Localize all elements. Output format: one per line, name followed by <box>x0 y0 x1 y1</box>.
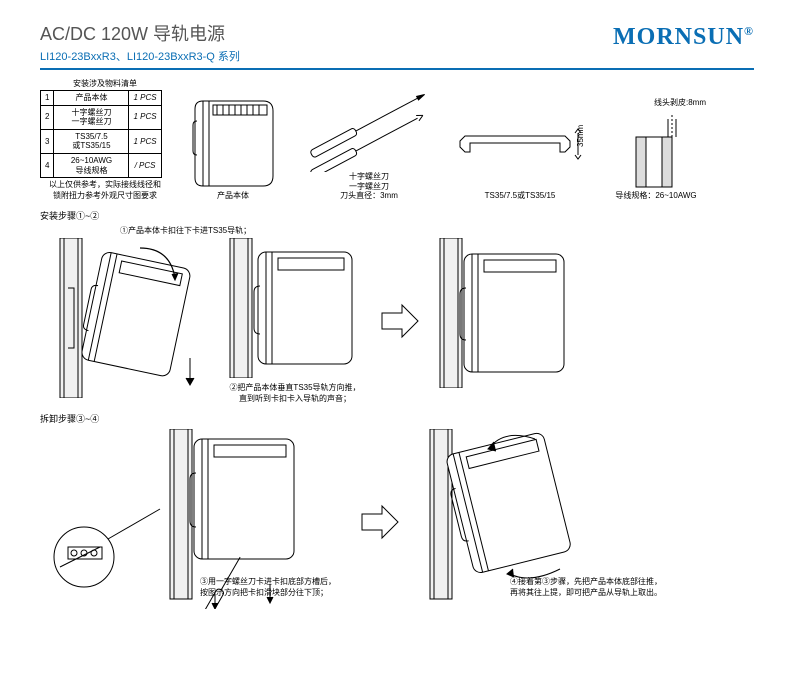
bom-table: 1产品本体1 PCS 2十字螺丝刀 一字螺丝刀1 PCS 3TS35/7.5 或… <box>40 90 162 178</box>
item-rail: 35mm TS35/7.5或TS35/15 <box>450 78 590 201</box>
item-label: 刀头直径：3mm <box>340 191 398 201</box>
item-label: 导线规格：26~10AWG <box>615 191 696 201</box>
table-row: 426~10AWG 导线规格/ PCS <box>41 153 162 177</box>
bom-table-block: 安装涉及物料清单 1产品本体1 PCS 2十字螺丝刀 一字螺丝刀1 PCS 3T… <box>40 78 170 201</box>
install-label: 安装步骤①~② <box>40 209 754 222</box>
step1-caption: ①产品本体卡扣往下卡进TS35导轨； <box>120 226 754 236</box>
table-row: 1产品本体1 PCS <box>41 91 162 106</box>
product-icon <box>183 91 283 191</box>
rail-icon: 35mm <box>450 91 590 191</box>
item-screwdrivers: 十字螺丝刀 一字螺丝刀 刀头直径：3mm <box>294 78 444 201</box>
screwdriver-icon <box>294 84 444 172</box>
header: AC/DC 120W 导轨电源 LI120-23BxxR3、LI120-23Bx… <box>40 20 754 70</box>
arrow-right-icon <box>380 301 420 341</box>
remove-label: 拆卸步骤③~④ <box>40 412 754 425</box>
brand-logo: MORNSUN® <box>613 24 754 51</box>
item-product: 产品本体 <box>178 78 288 201</box>
materials-section: 安装涉及物料清单 1产品本体1 PCS 2十字螺丝刀 一字螺丝刀1 PCS 3T… <box>40 78 754 201</box>
step3-caption: ③用一字螺丝刀卡进卡扣底部方槽后， 按图示方向把卡扣滑块部分往下顶； <box>200 577 336 598</box>
wire-icon <box>606 109 706 191</box>
table-row: 2十字螺丝刀 一字螺丝刀1 PCS <box>41 105 162 129</box>
step1b-diagram <box>220 238 370 378</box>
install-steps: ②把产品本体垂直TS35导轨方向推， 直到听到卡扣卡入导轨的声音； <box>40 238 754 404</box>
item-wire: 线头剥皮:8mm 导线规格：26~10AWG <box>596 78 716 201</box>
arrow-right-icon <box>360 502 400 542</box>
item-label: 十字螺丝刀 <box>349 172 389 182</box>
bom-note: 以上仅供参考，实际接线线径和 锁附扭力参考外观尺寸图要求 <box>40 180 170 201</box>
item-label: 产品本体 <box>217 191 249 201</box>
item-label: TS35/7.5或TS35/15 <box>485 191 556 201</box>
rail-dim-label: 35mm <box>576 125 585 148</box>
step1-diagram <box>40 238 210 398</box>
table-row: 3TS35/7.5 或TS35/151 PCS <box>41 129 162 153</box>
install-result-diagram <box>430 238 590 388</box>
remove-steps: ③用一字螺丝刀卡进卡扣底部方槽后， 按图示方向把卡扣滑块部分往下顶； <box>40 429 754 614</box>
step2-caption: ②把产品本体垂直TS35导轨方向推， 直到听到卡扣卡入导轨的声音； <box>220 383 370 404</box>
registered-icon: ® <box>744 24 754 38</box>
bom-title: 安装涉及物料清单 <box>40 78 170 89</box>
wire-strip-label: 线头剥皮:8mm <box>654 98 706 108</box>
item-label: 一字螺丝刀 <box>349 182 389 192</box>
step4-caption: ④接着第③步骤，先把产品本体底部往推， 再将其往上提，即可把产品从导轨上取出。 <box>510 577 662 598</box>
brand-text: MORNSUN <box>613 24 744 50</box>
